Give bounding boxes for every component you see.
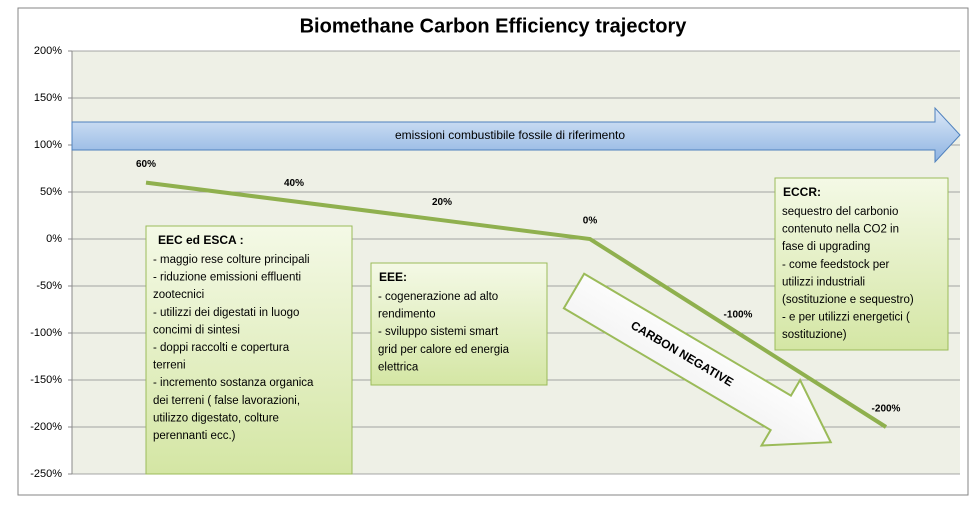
- box-line: sequestro del carbonio: [782, 206, 898, 218]
- y-tick-label: 200%: [34, 45, 62, 57]
- reference-arrow: [71, 106, 961, 164]
- y-tick-label: -100%: [30, 327, 62, 339]
- box-line: - maggio rese colture principali: [153, 254, 310, 266]
- box-line: - come feedstock per: [782, 259, 890, 271]
- arrow-label: emissioni combustibile fossile di riferi…: [395, 128, 625, 142]
- text-box: [774, 177, 949, 351]
- box-title: EEE:: [379, 270, 407, 284]
- data-label: -200%: [872, 404, 901, 415]
- box-line: - riduzione emissioni effluenti: [153, 272, 301, 284]
- box-line: perennanti ecc.): [153, 430, 236, 442]
- y-tick-label: -250%: [30, 468, 62, 480]
- boxes: EEC ed ESCA : - maggio rese colture princ…: [145, 177, 949, 475]
- box-line: dei terreni ( false lavorazioni,: [153, 395, 300, 407]
- y-tick-label: 100%: [34, 139, 62, 151]
- text-box: [370, 262, 548, 386]
- box-line: grid per calore ed energia: [378, 344, 510, 356]
- box-line: rendimento: [378, 309, 436, 321]
- data-label: 20%: [432, 197, 452, 208]
- box-line: - incremento sostanza organica: [153, 377, 314, 389]
- y-tick-label: -50%: [36, 280, 62, 292]
- y-tick-label: 150%: [34, 92, 62, 104]
- box-title: ECCR:: [783, 185, 821, 199]
- data-label: 40%: [284, 178, 304, 189]
- box-line: - sviluppo sistemi smart: [378, 326, 499, 338]
- box-line: - utilizzi dei digestati in luogo: [153, 307, 299, 319]
- y-tick-label: 0%: [46, 233, 62, 245]
- text-box: [145, 225, 353, 475]
- chart-title: Biomethane Carbon Efficiency trajectory: [300, 15, 688, 37]
- data-label: 60%: [136, 159, 156, 170]
- y-tick-label: -200%: [30, 421, 62, 433]
- box-line: - cogenerazione ad alto: [378, 291, 498, 303]
- data-label: 0%: [583, 216, 598, 227]
- series-line: [145, 180, 888, 429]
- box-line: - doppi raccolti e copertura: [153, 342, 290, 354]
- data-label: -100%: [724, 310, 753, 321]
- box-line: elettrica: [378, 361, 419, 373]
- box-line: - e per utilizzi energetici (: [782, 312, 910, 324]
- y-tick-label: -150%: [30, 374, 62, 386]
- box-line: contenuto nella CO2 in: [782, 224, 899, 236]
- box-line: terreni: [153, 360, 186, 372]
- box-line: concimi di sintesi: [153, 324, 240, 336]
- box-line: sostituzione): [782, 329, 847, 341]
- box-line: utilizzo digestato, colture: [153, 412, 279, 424]
- box-line: fase di upgrading: [782, 241, 870, 253]
- box-line: (sostituzione e sequestro): [782, 294, 914, 306]
- y-tick-label: 50%: [40, 186, 62, 198]
- plot: 60% 40% 20% 0% -100% -200%: [136, 159, 901, 429]
- box-title: EEC ed ESCA :: [158, 233, 244, 247]
- box-line: utilizzi industriali: [782, 276, 865, 288]
- box-line: zootecnici: [153, 289, 204, 301]
- arrow-shape: [562, 272, 833, 447]
